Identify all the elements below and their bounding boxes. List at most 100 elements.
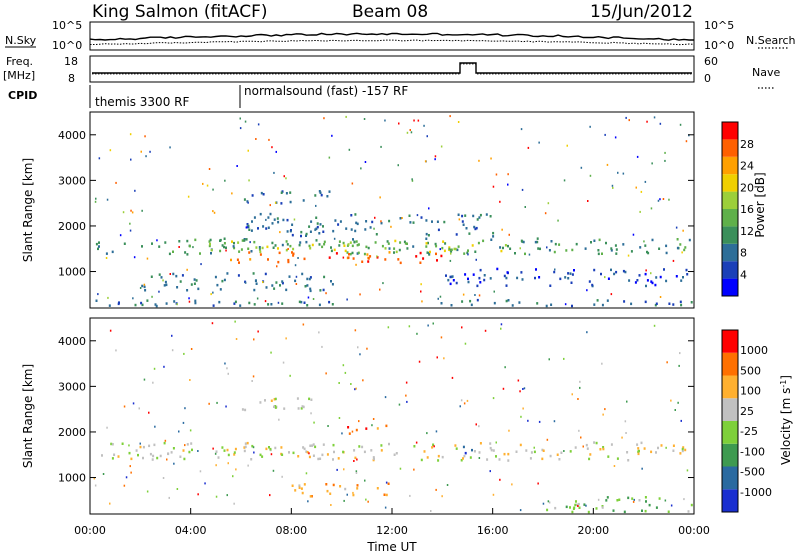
- velocity-pixel: [602, 446, 605, 449]
- power-pixel: [679, 243, 682, 246]
- xtick-label: 08:00: [275, 524, 307, 537]
- velocity-colorbar-swatch: [722, 443, 738, 467]
- velocity-noise-pixel: [399, 467, 402, 470]
- power-pixel: [500, 249, 503, 253]
- power-pixel: [467, 280, 470, 284]
- power-pixel: [524, 252, 526, 256]
- power-pixel: [511, 304, 514, 307]
- velocity-noise-pixel: [621, 436, 623, 439]
- power-pixel: [492, 231, 495, 235]
- velocity-pixel: [383, 493, 386, 496]
- power-colorbar-swatch: [722, 261, 738, 279]
- power-pixel: [634, 281, 637, 284]
- power-pixel: [328, 190, 331, 193]
- velocity-noise-pixel: [278, 418, 280, 421]
- power-pixel: [181, 274, 184, 277]
- power-noise-pixel: [287, 248, 289, 250]
- power-pixel: [248, 301, 251, 305]
- velocity-pixel: [179, 455, 182, 458]
- power-pixel: [258, 248, 261, 251]
- velocity-noise-pixel: [366, 347, 368, 350]
- velocity-pixel: [297, 407, 300, 410]
- power-pixel: [309, 287, 312, 291]
- velocity-pixel: [601, 505, 604, 508]
- power-noise-pixel: [622, 172, 625, 175]
- power-pixel: [356, 243, 359, 247]
- power-pixel: [303, 301, 306, 304]
- nave-trace: [92, 63, 692, 75]
- velocity-pixel: [297, 455, 300, 458]
- velocity-noise-pixel: [580, 436, 582, 439]
- velocity-pixel: [576, 503, 579, 507]
- power-pixel: [605, 241, 607, 245]
- power-pixel: [306, 284, 309, 287]
- power-pixel: [496, 267, 499, 271]
- power-noise-pixel: [640, 190, 643, 193]
- velocity-pixel: [644, 496, 647, 499]
- power-pixel: [212, 304, 215, 307]
- velocity-noise-pixel: [484, 329, 487, 332]
- velocity-pixel: [437, 459, 440, 462]
- power-pixel: [520, 239, 523, 243]
- power-pixel: [352, 238, 354, 241]
- velocity-pixel: [437, 454, 440, 458]
- power-pixel: [676, 246, 679, 250]
- power-pixel: [150, 275, 153, 278]
- power-pixel: [331, 303, 334, 306]
- velocity-colorbar-label-text: Velocity [m s: [779, 388, 793, 465]
- power-pixel: [553, 250, 556, 254]
- velocity-noise-pixel: [426, 432, 428, 435]
- power-pixel: [143, 285, 146, 289]
- power-pixel: [427, 234, 430, 237]
- velocity-pixel: [588, 457, 591, 461]
- power-noise-pixel: [520, 128, 523, 131]
- velocity-noise-pixel: [546, 438, 549, 441]
- power-pixel: [348, 253, 350, 256]
- power-pixel: [467, 277, 469, 281]
- power-pixel: [221, 279, 224, 283]
- power-pixel: [374, 241, 377, 244]
- power-pixel: [472, 214, 475, 218]
- power-pixel: [676, 238, 679, 241]
- velocity-noise-pixel: [353, 460, 355, 462]
- power-pixel: [665, 279, 668, 283]
- velocity-pixel: [326, 489, 329, 493]
- velocity-noise-pixel: [579, 380, 581, 383]
- power-pixel: [190, 283, 193, 286]
- power-pixel: [303, 257, 306, 261]
- power-pixel: [234, 300, 237, 304]
- power-ylabel: Slant Range [km]: [21, 158, 35, 262]
- velocity-pixel: [268, 446, 270, 449]
- velocity-pixel: [303, 447, 306, 451]
- velocity-noise-pixel: [527, 419, 529, 422]
- power-pixel: [345, 227, 348, 230]
- power-noise-pixel: [580, 166, 583, 169]
- power-pixel: [356, 252, 359, 255]
- power-y-ticks: 1000 2000 3000 4000: [58, 129, 694, 279]
- power-pixel: [298, 300, 301, 304]
- nsearch-tick-bottom: 10^0: [704, 39, 734, 52]
- velocity-pixel: [342, 450, 345, 454]
- power-pixel: [539, 247, 541, 251]
- velocity-noise-pixel: [343, 499, 345, 502]
- velocity-pixel: [332, 458, 334, 461]
- power-noise-pixel: [478, 294, 481, 297]
- power-noise-pixel: [97, 293, 99, 296]
- velocity-noise-pixel: [604, 408, 606, 411]
- power-noise-pixel: [639, 210, 641, 213]
- velocity-pixel: [110, 442, 113, 446]
- power-pixel: [545, 304, 548, 308]
- velocity-noise-pixel: [446, 484, 449, 486]
- power-pixel: [367, 257, 370, 260]
- velocity-noise-pixel: [670, 399, 672, 402]
- power-pixel: [431, 220, 433, 223]
- power-noise-pixel: [293, 218, 296, 221]
- velocity-noise-pixel: [460, 399, 463, 402]
- power-noise-pixel: [411, 179, 414, 182]
- power-pixel: [209, 238, 212, 242]
- power-pixel: [610, 249, 613, 252]
- velocity-pixel: [291, 484, 294, 487]
- power-pixel: [316, 222, 319, 225]
- power-colorbar-tick: 24: [740, 160, 754, 173]
- power-noise-pixel: [645, 269, 647, 272]
